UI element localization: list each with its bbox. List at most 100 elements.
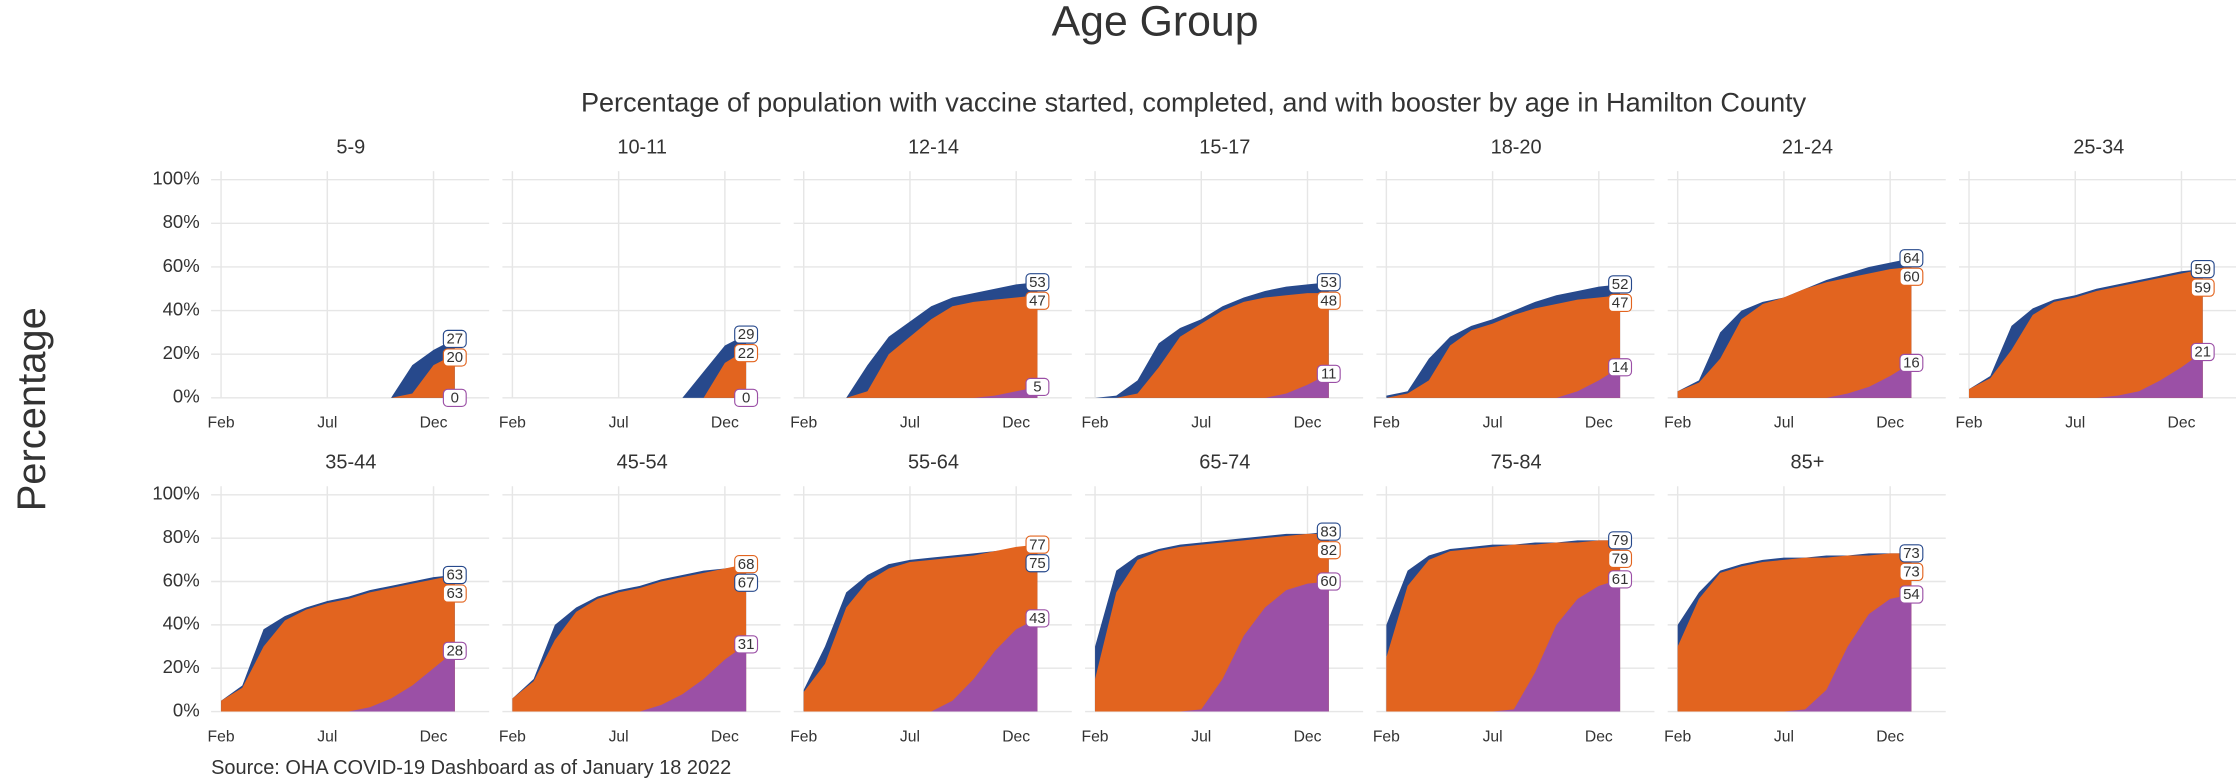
data-label-text: 28 — [446, 643, 463, 660]
panel-title: 25-34 — [2073, 137, 2124, 159]
data-label: 21 — [2190, 342, 2215, 362]
data-label-box — [1899, 267, 1924, 286]
area-series — [512, 349, 747, 398]
data-label: 47 — [1025, 291, 1050, 310]
data-label-text: 21 — [2194, 344, 2211, 361]
data-label-box — [734, 573, 759, 592]
data-label-box — [1899, 353, 1924, 373]
x-tick-label: Feb — [1373, 415, 1400, 432]
x-tick-label: Jul — [2065, 415, 2085, 432]
data-label: 60 — [1899, 267, 1924, 286]
y-tick-label: 20% — [163, 342, 200, 363]
x-tick-label: Jul — [900, 415, 920, 432]
data-label: 54 — [1899, 585, 1924, 604]
data-label-text: 22 — [738, 345, 755, 362]
data-label-box — [1899, 585, 1924, 604]
data-label-text: 47 — [1612, 295, 1629, 312]
data-label: 5 — [1025, 377, 1050, 397]
x-tick-label: Feb — [1664, 728, 1691, 745]
data-label-text: 61 — [1612, 571, 1629, 588]
x-tick-label: Dec — [420, 728, 448, 745]
data-label: 31 — [734, 635, 759, 654]
data-label-box — [442, 584, 467, 603]
data-label: 11 — [1316, 364, 1341, 383]
data-label-text: 60 — [1903, 268, 1920, 285]
data-label-text: 63 — [446, 567, 463, 584]
data-label-text: 29 — [738, 326, 755, 343]
panel-title: 35-44 — [325, 452, 376, 474]
data-label-text: 82 — [1320, 542, 1337, 559]
data-label-box — [442, 388, 467, 407]
data-label-text: 52 — [1612, 276, 1629, 293]
area-series — [1386, 367, 1621, 398]
x-tick-label: Jul — [609, 415, 629, 432]
area-series — [512, 644, 747, 712]
data-label: 79 — [1608, 531, 1633, 550]
data-label-box — [1608, 293, 1633, 313]
x-tick-label: Feb — [499, 415, 526, 432]
data-label-text: 77 — [1029, 536, 1046, 553]
x-tick-label: Dec — [1585, 728, 1613, 745]
x-tick-label: Jul — [317, 415, 337, 432]
y-tick-label: 40% — [163, 298, 200, 319]
x-tick-label: Jul — [1483, 415, 1503, 432]
data-label: 64 — [1899, 249, 1924, 268]
data-label-box — [1316, 364, 1341, 383]
x-tick-label: Dec — [1294, 728, 1322, 745]
data-label-text: 20 — [446, 349, 463, 366]
data-label-box — [1316, 541, 1341, 560]
data-label-text: 27 — [446, 331, 463, 348]
y-tick-label: 100% — [152, 168, 199, 189]
data-label: 83 — [1316, 522, 1341, 541]
area-series — [1095, 581, 1329, 712]
data-label: 43 — [1025, 609, 1050, 628]
data-label-text: 11 — [1321, 366, 1337, 383]
panel-title: 65-74 — [1199, 452, 1250, 474]
y-tick-label: 60% — [163, 255, 200, 276]
data-label-text: 53 — [1029, 274, 1046, 291]
data-label: 16 — [1899, 353, 1924, 373]
data-label: 59 — [2190, 259, 2215, 279]
x-tick-label: Jul — [317, 728, 337, 745]
x-tick-label: Feb — [208, 728, 235, 745]
x-tick-label: Jul — [609, 728, 629, 745]
data-label-box — [1608, 570, 1633, 589]
data-label: 28 — [442, 641, 467, 660]
y-tick-label: 80% — [163, 211, 200, 232]
y-tick-label: 20% — [163, 656, 200, 677]
data-label: 52 — [1608, 275, 1633, 294]
data-label: 77 — [1025, 535, 1050, 554]
data-label: 61 — [1608, 570, 1633, 589]
data-label: 60 — [1316, 572, 1341, 591]
panel: 85+ Feb Jul Dec 73 73 54 — [1664, 452, 1946, 745]
panel-title: 75-84 — [1491, 452, 1542, 474]
data-label-box — [1025, 554, 1050, 573]
data-label-box — [442, 565, 467, 585]
data-label-box — [442, 329, 467, 349]
source-note: Source: OHA COVID-19 Dashboard as of Jan… — [211, 757, 731, 779]
x-tick-label: Jul — [1191, 728, 1211, 745]
panel-title: 21-24 — [1782, 137, 1833, 159]
area-series — [1386, 579, 1621, 712]
data-label: 53 — [1316, 273, 1341, 292]
data-label-text: 73 — [1903, 545, 1920, 562]
area-series — [1095, 373, 1329, 398]
area-series — [221, 650, 455, 712]
data-label: 59 — [2190, 278, 2215, 297]
panel: 55-64 Feb Jul Dec 75 77 43 — [790, 452, 1072, 745]
panel: 65-74 Feb Jul Dec 83 82 60 — [1082, 452, 1364, 745]
panel-title: 55-64 — [908, 452, 959, 474]
data-label: 75 — [1025, 554, 1050, 573]
x-tick-label: Dec — [1002, 415, 1030, 432]
area-series — [221, 575, 455, 712]
x-tick-label: Feb — [1082, 728, 1109, 745]
data-label-box — [1316, 522, 1341, 541]
panel-title: 15-17 — [1199, 137, 1250, 159]
data-label-text: 75 — [1029, 555, 1046, 572]
y-tick-label: 0% — [173, 386, 200, 407]
area-series — [803, 386, 1038, 398]
